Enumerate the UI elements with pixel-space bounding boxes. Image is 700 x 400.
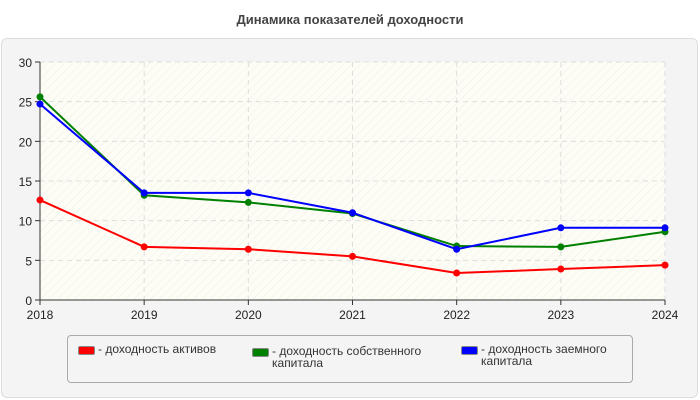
data-point-2: [140, 189, 148, 197]
data-point-0: [557, 265, 565, 273]
y-tick-label: 30: [19, 56, 33, 70]
x-tick-label: 2023: [547, 308, 574, 322]
data-point-1: [36, 93, 44, 101]
chart-title: Динамика показателей доходности: [236, 12, 464, 27]
legend-swatch-blue: [461, 346, 478, 355]
data-point-0: [244, 245, 252, 253]
y-tick-label: 25: [19, 96, 33, 110]
legend-label: - доходность активов: [98, 342, 217, 356]
data-point-0: [349, 252, 356, 260]
legend-swatch-red: [78, 346, 95, 355]
x-tick-label: 2021: [339, 308, 366, 322]
legend-label: - доходность собственного капитала: [272, 344, 422, 370]
data-point-2: [349, 209, 356, 217]
x-tick-label: 2018: [27, 308, 54, 322]
data-point-2: [557, 224, 565, 232]
x-tick-label: 2024: [652, 308, 679, 322]
legend-item-debt: - доходность заемного капитала: [461, 343, 631, 367]
data-point-0: [140, 243, 148, 251]
y-tick-label: 20: [19, 135, 33, 149]
data-point-0: [36, 196, 44, 204]
data-point-1: [557, 243, 565, 251]
x-tick-label: 2019: [131, 308, 158, 322]
legend-item-assets: - доходность активов: [78, 343, 248, 355]
data-point-1: [244, 198, 252, 206]
data-point-2: [244, 189, 252, 197]
legend-label: - доходность заемного капитала: [481, 342, 607, 368]
legend-item-equity: - доходность собственного капитала: [252, 345, 442, 369]
data-point-2: [661, 224, 669, 232]
y-tick-label: 0: [25, 294, 32, 308]
y-tick-label: 5: [25, 254, 32, 268]
x-tick-label: 2022: [443, 308, 470, 322]
data-point-2: [453, 245, 461, 253]
y-tick-label: 15: [19, 175, 33, 189]
y-tick-label: 10: [19, 215, 33, 229]
legend: - доходность активов - доходность собств…: [67, 335, 633, 383]
data-point-0: [453, 269, 461, 277]
legend-swatch-green: [252, 348, 269, 357]
data-point-0: [661, 261, 669, 269]
x-tick-label: 2020: [235, 308, 262, 322]
data-point-2: [36, 100, 44, 108]
